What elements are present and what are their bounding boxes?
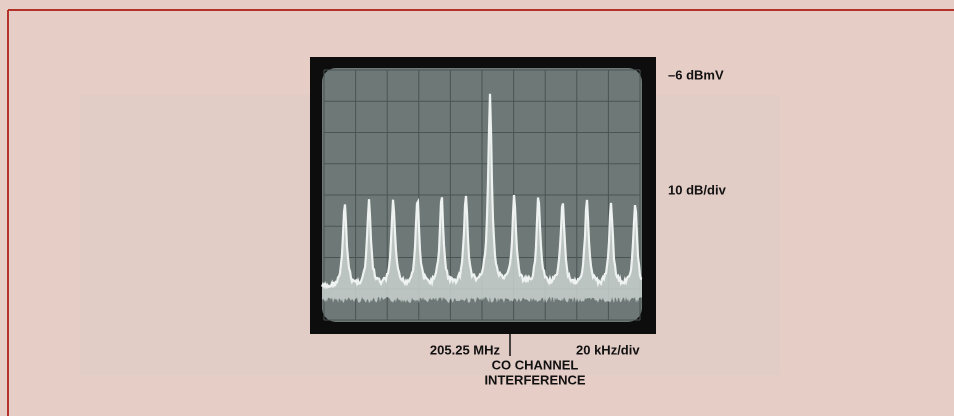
reference-level: –6 dBmV <box>668 67 724 82</box>
marker-label: CO CHANNEL <box>492 357 579 372</box>
marker-label: INTERFERENCE <box>484 372 585 387</box>
spectrum-noise <box>322 93 642 303</box>
spectrum-trace <box>320 93 643 290</box>
vertical-scale: 10 dB/div <box>668 182 727 197</box>
horizontal-scale: 20 kHz/div <box>576 342 640 357</box>
center-frequency: 205.25 MHz <box>430 342 501 357</box>
